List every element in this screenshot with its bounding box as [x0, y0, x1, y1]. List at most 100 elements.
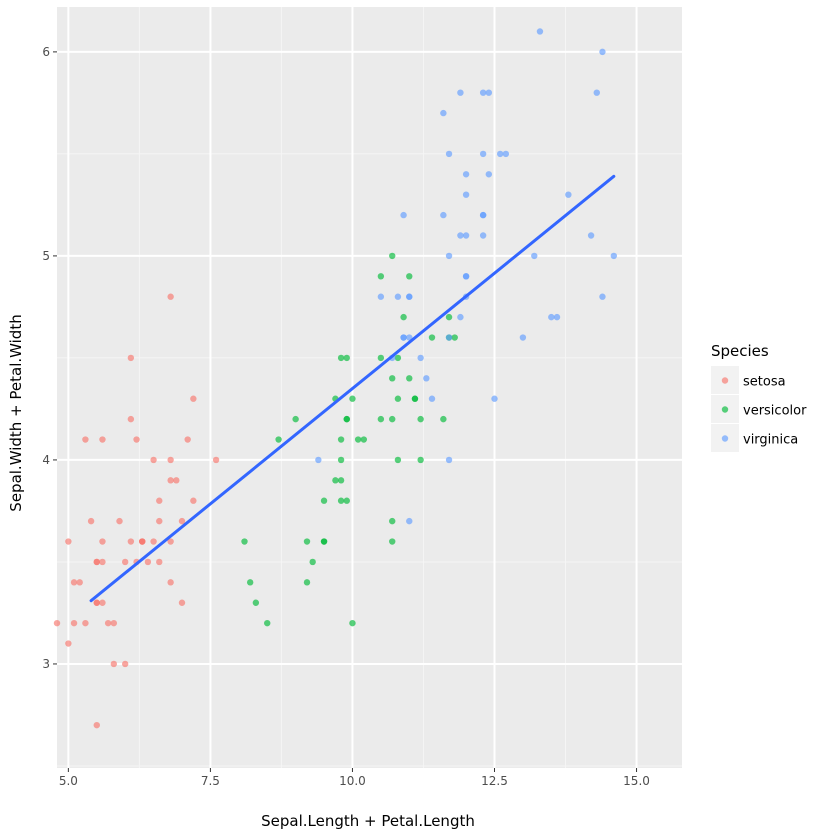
point-setosa — [82, 619, 89, 627]
point-versicolor — [377, 273, 385, 280]
point-virginica — [428, 395, 436, 402]
point-setosa — [116, 517, 123, 525]
point-setosa — [156, 497, 163, 504]
point-virginica — [445, 334, 453, 341]
point-versicolor — [275, 436, 282, 443]
point-virginica — [565, 191, 572, 198]
point-versicolor — [292, 415, 299, 423]
point-versicolor — [343, 415, 350, 423]
major-gridlines — [57, 7, 682, 768]
point-versicolor — [337, 354, 345, 362]
point-virginica — [406, 293, 413, 300]
point-versicolor — [389, 415, 396, 423]
point-versicolor — [400, 313, 407, 321]
point-versicolor — [337, 477, 345, 484]
point-versicolor — [389, 538, 396, 545]
y-axis: 3 4 5 6 — [42, 45, 57, 671]
point-setosa — [110, 619, 118, 627]
point-virginica — [599, 48, 606, 56]
point-versicolor — [241, 538, 248, 545]
point-setosa — [99, 436, 106, 443]
point-virginica — [406, 334, 413, 341]
point-setosa — [167, 456, 174, 464]
y-tick-label: 4 — [42, 453, 50, 467]
point-setosa — [178, 517, 186, 525]
point-versicolor — [360, 436, 368, 443]
point-setosa — [144, 558, 152, 566]
point-versicolor — [406, 273, 413, 280]
plot-panel — [57, 7, 682, 768]
legend-label-versicolor: versicolor — [743, 404, 807, 419]
point-versicolor — [303, 579, 311, 586]
point-virginica — [462, 171, 470, 178]
point-versicolor — [394, 456, 402, 464]
point-virginica — [548, 313, 555, 321]
point-setosa — [184, 436, 191, 443]
point-setosa — [76, 579, 83, 586]
point-setosa — [212, 456, 220, 464]
point-setosa — [99, 599, 106, 606]
point-virginica — [315, 456, 322, 464]
point-versicolor — [428, 334, 436, 341]
point-versicolor — [349, 395, 356, 402]
point-virginica — [445, 456, 453, 464]
point-versicolor — [389, 517, 396, 525]
point-setosa — [190, 395, 197, 402]
point-versicolor — [389, 375, 396, 382]
point-versicolor — [445, 313, 453, 321]
point-virginica — [406, 517, 413, 525]
point-setosa — [173, 477, 180, 484]
legend-label-virginica: virginica — [743, 433, 798, 448]
point-virginica — [485, 171, 493, 178]
point-setosa — [167, 579, 174, 586]
point-versicolor — [303, 538, 311, 545]
point-setosa — [167, 293, 174, 300]
point-virginica — [553, 313, 561, 321]
point-virginica — [502, 150, 510, 158]
point-versicolor — [451, 334, 458, 341]
point-virginica — [491, 395, 498, 402]
point-virginica — [536, 28, 544, 35]
y-tick-label: 3 — [42, 657, 50, 671]
point-virginica — [445, 252, 453, 260]
point-setosa — [190, 497, 197, 504]
point-versicolor — [354, 436, 362, 443]
point-versicolor — [389, 252, 396, 260]
point-virginica — [377, 293, 385, 300]
point-setosa — [93, 558, 100, 566]
point-setosa — [127, 354, 135, 362]
point-versicolor — [320, 538, 328, 545]
point-virginica — [479, 211, 487, 219]
point-versicolor — [377, 415, 385, 423]
point-virginica — [610, 252, 618, 260]
point-setosa — [167, 477, 174, 484]
legend-label-setosa: setosa — [743, 375, 786, 390]
point-versicolor — [394, 354, 402, 362]
legend: Species setosa versicolor virginica — [711, 342, 807, 452]
point-versicolor — [411, 395, 419, 402]
point-virginica — [457, 89, 464, 96]
legend-title: Species — [711, 342, 769, 360]
point-setosa — [156, 558, 163, 566]
point-setosa — [127, 415, 135, 423]
point-versicolor — [406, 375, 413, 382]
point-versicolor — [440, 415, 447, 423]
point-virginica — [457, 313, 464, 321]
point-setosa — [53, 619, 61, 627]
legend-marker-virginica — [721, 435, 729, 442]
point-virginica — [400, 211, 407, 219]
point-versicolor — [394, 395, 402, 402]
x-tick-label: 10.0 — [339, 774, 366, 788]
point-versicolor — [320, 497, 328, 504]
point-virginica — [531, 252, 538, 260]
point-virginica — [423, 375, 430, 382]
point-setosa — [150, 538, 157, 545]
point-virginica — [519, 334, 527, 341]
point-versicolor — [337, 456, 345, 464]
point-versicolor — [332, 477, 339, 484]
point-virginica — [462, 232, 470, 239]
point-setosa — [150, 456, 157, 464]
point-virginica — [440, 109, 447, 117]
point-virginica — [462, 191, 470, 198]
x-axis-title: Sepal.Length + Petal.Length — [261, 812, 475, 830]
